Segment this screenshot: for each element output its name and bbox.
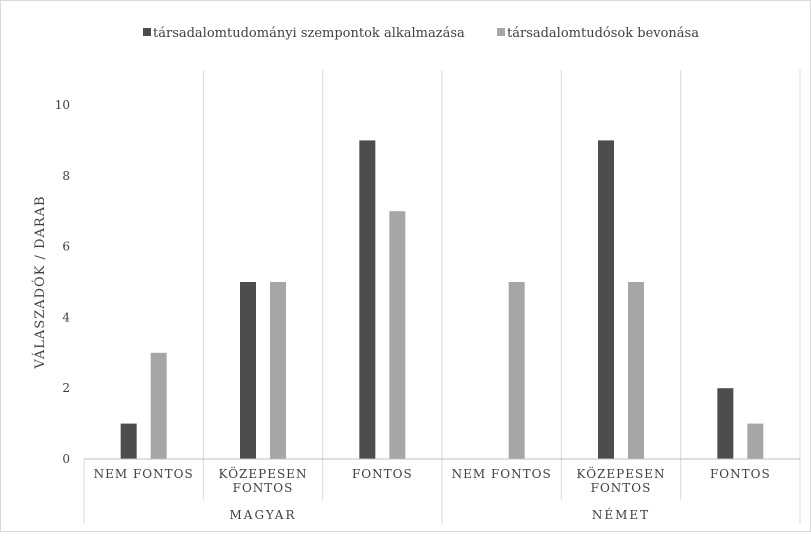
bar-series2 [747, 423, 764, 459]
y-tick-label: 0 [62, 452, 70, 466]
x-group-label: MAGYAR [229, 508, 296, 522]
x-category-label: FONTOS [233, 481, 294, 495]
x-category-label: NEM FONTOS [94, 467, 194, 481]
legend-swatch [143, 28, 151, 36]
x-category-label: FONTOS [591, 481, 652, 495]
y-tick-label: 4 [62, 310, 70, 324]
bar-series1 [717, 388, 734, 459]
x-category-label: NEM FONTOS [452, 467, 552, 481]
y-tick-label: 10 [55, 98, 70, 112]
y-tick-label: 2 [62, 381, 70, 395]
y-tick-label: 6 [62, 240, 70, 254]
bar-series1 [359, 140, 376, 459]
bar-series2 [389, 211, 406, 459]
legend-label: társadalomtudományi szempontok alkalmazá… [153, 26, 465, 41]
x-group-label: NÉMET [592, 507, 650, 522]
bar-series2 [508, 282, 525, 459]
x-category-label: FONTOS [710, 467, 771, 481]
x-category-label: FONTOS [352, 467, 413, 481]
y-tick-label: 8 [62, 169, 70, 183]
bar-series2 [628, 282, 644, 459]
x-category-label: KÖZEPESEN [577, 465, 666, 481]
bar-series2 [270, 282, 286, 459]
y-axis-title: VÁLASZADÓK / DARAB [31, 195, 48, 369]
bar-series1 [240, 282, 256, 459]
bar-series1 [598, 140, 614, 459]
legend-label: társadalomtudósok bevonása [507, 26, 699, 41]
bar-series1 [120, 423, 137, 459]
legend-swatch [497, 28, 505, 36]
bar-series2 [150, 352, 167, 459]
x-category-label: KÖZEPESEN [219, 465, 308, 481]
